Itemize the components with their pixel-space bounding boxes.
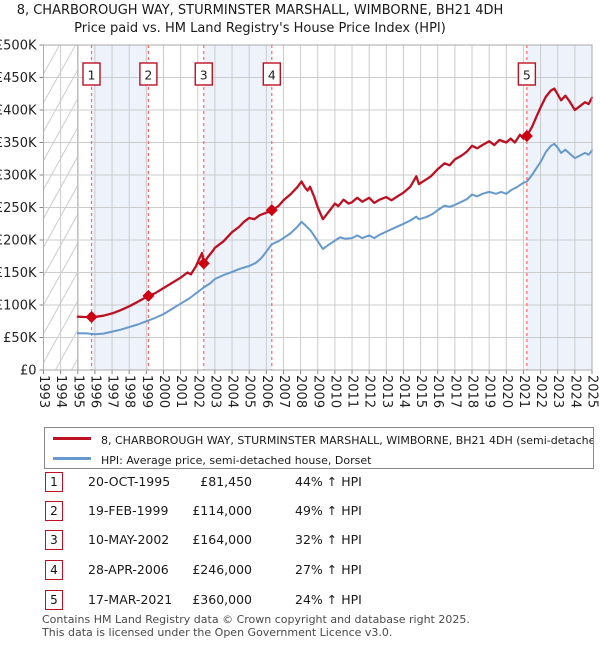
svg-text:£200K: £200K — [0, 234, 37, 249]
svg-text:2001: 2001 — [173, 375, 188, 408]
svg-text:£400K: £400K — [0, 104, 37, 119]
sale-vs-hpi: 32% ↑ HPI — [295, 532, 362, 547]
legend-item-hpi: HPI: Average price, semi-detached house,… — [45, 449, 593, 468]
table-row: 3 10-MAY-2002 £164,000 32% ↑ HPI — [0, 527, 600, 556]
svg-text:1999: 1999 — [139, 375, 154, 408]
page-title: 8, CHARBOROUGH WAY, STURMINSTER MARSHALL… — [16, 3, 504, 18]
svg-text:£500K: £500K — [0, 39, 37, 54]
license-footer: Contains HM Land Registry data © Crown c… — [42, 613, 598, 639]
sale-date: 10-MAY-2002 — [88, 532, 170, 547]
hpi-line-swatch — [53, 456, 91, 460]
svg-text:1998: 1998 — [122, 375, 137, 408]
svg-text:2: 2 — [144, 68, 152, 83]
svg-text:3: 3 — [200, 68, 208, 83]
svg-text:2017: 2017 — [447, 375, 462, 408]
svg-text:1997: 1997 — [105, 375, 120, 408]
footer-line-2: This data is licensed under the Open Gov… — [42, 625, 393, 639]
svg-text:2004: 2004 — [225, 375, 240, 408]
legend-label-price-paid: 8, CHARBOROUGH WAY, STURMINSTER MARSHALL… — [101, 434, 594, 447]
sale-number-badge: 2 — [45, 501, 63, 521]
sale-price: £81,450 — [200, 474, 252, 489]
svg-text:£0: £0 — [20, 364, 37, 379]
page-subtitle: Price paid vs. HM Land Registry's House … — [74, 21, 446, 36]
sale-date: 19-FEB-1999 — [88, 503, 169, 518]
svg-text:2006: 2006 — [259, 375, 274, 408]
svg-text:2015: 2015 — [413, 375, 428, 408]
svg-text:2007: 2007 — [276, 375, 291, 408]
svg-text:£250K: £250K — [0, 201, 37, 216]
svg-text:2018: 2018 — [465, 375, 480, 408]
price-paid-line-swatch — [53, 436, 91, 440]
sale-vs-hpi: 24% ↑ HPI — [295, 592, 362, 607]
footer-line-1: Contains HM Land Registry data © Crown c… — [42, 613, 470, 626]
svg-text:2020: 2020 — [499, 375, 514, 408]
sale-date: 17-MAR-2021 — [88, 592, 173, 607]
svg-text:2000: 2000 — [156, 375, 171, 408]
table-row: 1 20-OCT-1995 £81,450 44% ↑ HPI — [0, 469, 600, 498]
price-history-chart: 1 2 3 4 5 £0 £50K £100K £150K £200K £250K £300K £350… — [0, 39, 600, 409]
svg-text:2010: 2010 — [327, 375, 342, 408]
chart-legend: 8, CHARBOROUGH WAY, STURMINSTER MARSHALL… — [44, 427, 594, 469]
legend-item-price-paid: 8, CHARBOROUGH WAY, STURMINSTER MARSHALL… — [45, 429, 593, 448]
svg-text:5: 5 — [523, 68, 531, 83]
sale-price: £114,000 — [192, 503, 252, 518]
svg-text:2022: 2022 — [533, 375, 548, 408]
svg-text:2014: 2014 — [396, 375, 411, 408]
table-row: 5 17-MAR-2021 £360,000 24% ↑ HPI — [0, 587, 600, 616]
svg-text:2012: 2012 — [362, 375, 377, 408]
svg-text:2016: 2016 — [430, 375, 445, 408]
table-row: 2 19-FEB-1999 £114,000 49% ↑ HPI — [0, 498, 600, 527]
svg-text:2021: 2021 — [516, 375, 531, 408]
svg-text:2013: 2013 — [379, 375, 394, 408]
sale-price: £360,000 — [192, 592, 252, 607]
svg-text:£50K: £50K — [3, 331, 37, 346]
svg-text:2024: 2024 — [567, 375, 582, 408]
svg-text:2025: 2025 — [585, 375, 600, 408]
svg-text:1995: 1995 — [70, 375, 85, 408]
svg-text:4: 4 — [268, 68, 276, 83]
svg-text:1: 1 — [88, 68, 96, 83]
sale-price: £164,000 — [192, 532, 252, 547]
sale-number-badge: 5 — [45, 590, 63, 610]
sale-date: 28-APR-2006 — [88, 562, 169, 577]
svg-text:2008: 2008 — [293, 375, 308, 408]
svg-text:2003: 2003 — [207, 375, 222, 408]
svg-text:£100K: £100K — [0, 299, 37, 314]
svg-text:2023: 2023 — [550, 375, 565, 408]
svg-text:1996: 1996 — [87, 375, 102, 408]
sale-price: £246,000 — [192, 562, 252, 577]
sale-number-badge: 1 — [45, 472, 63, 492]
svg-text:2019: 2019 — [482, 375, 497, 408]
sale-number-badge: 4 — [45, 560, 63, 580]
svg-text:£350K: £350K — [0, 136, 37, 151]
table-row: 4 28-APR-2006 £246,000 27% ↑ HPI — [0, 557, 600, 586]
svg-text:2005: 2005 — [242, 375, 257, 408]
svg-text:£150K: £150K — [0, 266, 37, 281]
sale-vs-hpi: 44% ↑ HPI — [295, 474, 362, 489]
svg-text:£450K: £450K — [0, 71, 37, 86]
sale-date: 20-OCT-1995 — [88, 474, 171, 489]
svg-text:1993: 1993 — [36, 375, 51, 408]
svg-text:2002: 2002 — [190, 375, 205, 408]
legend-label-hpi: HPI: Average price, semi-detached house,… — [101, 454, 372, 467]
svg-text:1994: 1994 — [53, 375, 68, 408]
svg-text:2011: 2011 — [345, 375, 360, 408]
sale-vs-hpi: 49% ↑ HPI — [295, 503, 362, 518]
svg-text:2009: 2009 — [310, 375, 325, 408]
sale-number-badge: 3 — [45, 530, 63, 550]
svg-text:£300K: £300K — [0, 169, 37, 184]
sale-vs-hpi: 27% ↑ HPI — [295, 562, 362, 577]
